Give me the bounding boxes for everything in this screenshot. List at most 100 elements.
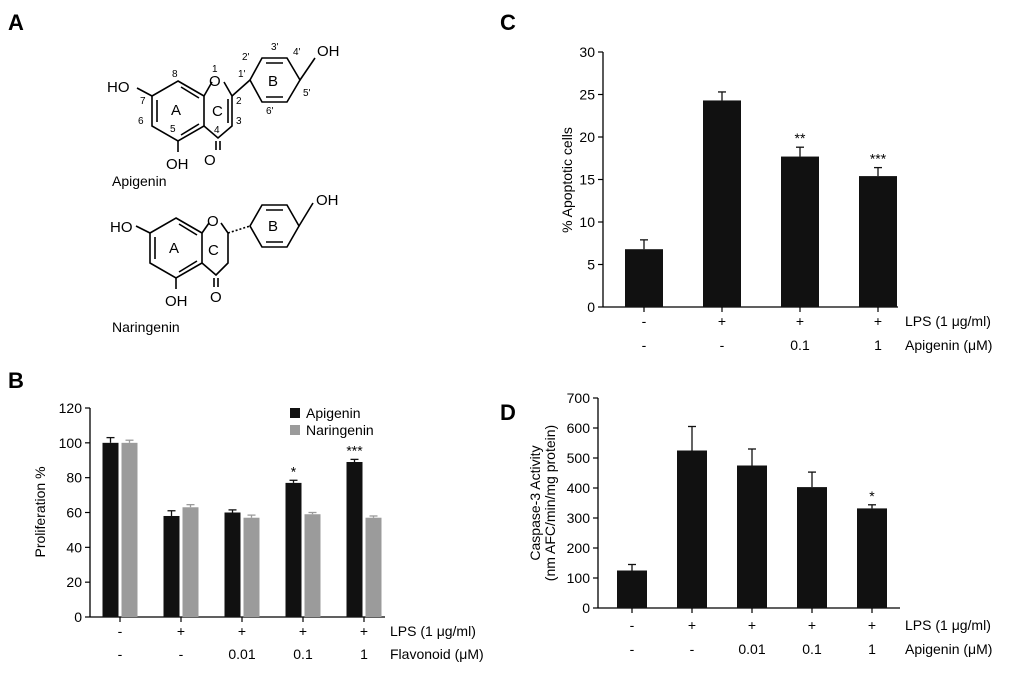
panel-b-condition-value: + <box>238 623 246 639</box>
panel-b-legend-label: Naringenin <box>306 422 374 438</box>
panel-letter-a: A <box>8 10 24 35</box>
panel-b-bar <box>365 517 382 617</box>
panel-d-y-tick-label: 400 <box>567 480 591 496</box>
panel-b-y-tick-label: 0 <box>74 609 82 625</box>
apigenin-ring-a: A <box>171 102 181 119</box>
apigenin-oh-top: OH <box>317 43 340 60</box>
panel-d-y-tick-label: 500 <box>567 450 591 466</box>
panel-b-bar <box>121 442 138 617</box>
panel-c-bar <box>625 249 663 307</box>
panel-c-condition-value: + <box>718 313 726 329</box>
naringenin-ring-o: O <box>207 213 219 230</box>
panel-c-condition-value: - <box>642 313 647 329</box>
panel-d-condition-value: 1 <box>868 641 876 657</box>
panel-c-y-tick-label: 30 <box>579 44 595 60</box>
panel-d-y-tick-label: 600 <box>567 420 591 436</box>
panel-d-bar <box>857 508 887 608</box>
panel-d-condition-value: - <box>630 641 635 657</box>
panel-letter-c: C <box>500 10 516 35</box>
atom-number: 3 <box>236 116 242 127</box>
panel-b-bar <box>346 461 363 617</box>
panel-b-legend-swatch <box>290 425 300 435</box>
panel-d-bar <box>737 465 767 608</box>
panel-d-bar <box>617 570 647 608</box>
naringenin-ring-b: B <box>268 218 278 235</box>
atom-number: 2' <box>242 52 250 63</box>
panel-c-condition-value: 1 <box>874 337 882 353</box>
panel-b-bar <box>102 442 119 617</box>
naringenin-ho: HO <box>110 219 133 236</box>
panel-b-condition-label: LPS (1 μg/ml) <box>390 623 476 639</box>
panel-d-bar <box>677 450 707 608</box>
panel-d-condition-value: + <box>868 617 876 633</box>
naringenin-structure <box>135 202 314 289</box>
panel-b-y-tick-label: 100 <box>59 435 83 451</box>
naringenin-name: Naringenin <box>112 319 180 335</box>
panel-c-bar <box>859 176 897 307</box>
panel-d-y-tick-label: 100 <box>567 570 591 586</box>
apigenin-name: Apigenin <box>112 173 167 189</box>
panel-c-y-tick-label: 0 <box>587 299 595 315</box>
panel-b-condition-value: - <box>118 646 123 662</box>
atom-number: 4 <box>214 125 220 136</box>
panel-b-y-tick-label: 60 <box>66 505 82 521</box>
panel-b-bar <box>224 512 241 617</box>
atom-number: 8 <box>172 69 178 80</box>
panel-d-y-tick-label: 200 <box>567 540 591 556</box>
panel-c-condition-value: + <box>874 313 882 329</box>
panel-c-significance: *** <box>870 151 887 167</box>
atom-number: 3' <box>271 42 279 53</box>
panel-b-condition-value: 0.01 <box>228 646 255 662</box>
panel-c-condition-value: - <box>720 337 725 353</box>
panel-d-condition-value: + <box>808 617 816 633</box>
naringenin-oh-bottom: OH <box>165 293 188 310</box>
panel-b-y-axis-label: Proliferation % <box>32 466 48 557</box>
panel-d-condition-value: + <box>688 617 696 633</box>
panel-b-condition-label: Flavonoid (μM) <box>390 646 484 662</box>
panel-c-condition-label: LPS (1 μg/ml) <box>905 313 991 329</box>
panel-d-condition-value: - <box>630 617 635 633</box>
atom-number: 5 <box>170 124 176 135</box>
atom-number: 6 <box>138 116 144 127</box>
panel-b-bar <box>243 517 260 617</box>
panel-b-condition-value: - <box>179 646 184 662</box>
apigenin-numbering: 1 2 3 4 5 6 7 8 1' 2' 3' 4' 5' 6' <box>138 42 311 136</box>
atom-number: 1' <box>238 69 246 80</box>
panel-c-bar <box>703 100 741 307</box>
panel-b-condition-value: 0.1 <box>293 646 313 662</box>
panel-b-condition-value: + <box>360 623 368 639</box>
naringenin-ring-a: A <box>169 240 179 257</box>
panel-c-condition-value: 0.1 <box>790 337 810 353</box>
naringenin-labels: HO O OH OH O A C B <box>110 192 339 310</box>
panel-b-significance: * <box>291 463 297 479</box>
naringenin-oh-top: OH <box>316 192 339 209</box>
panel-b-y-tick-label: 40 <box>66 539 82 555</box>
panel-c-y-tick-label: 10 <box>579 214 595 230</box>
panel-d-y-tick-label: 300 <box>567 510 591 526</box>
panel-b-bar <box>285 482 302 617</box>
panel-b-condition-value: - <box>118 623 123 639</box>
panel-c-condition-label: Apigenin (μM) <box>905 337 992 353</box>
panel-c-condition-value: - <box>642 337 647 353</box>
panel-c-y-axis-label: % Apoptotic cells <box>559 127 575 233</box>
panel-letter-b: B <box>8 368 24 393</box>
panel-d-y-axis-label-units: (nm AFC/min/mg protein) <box>542 425 558 581</box>
panel-d-bar <box>797 487 827 608</box>
atom-number: 2 <box>236 96 242 107</box>
apigenin-carbonyl-o: O <box>204 152 216 169</box>
panel-b-legend-label: Apigenin <box>306 405 361 421</box>
atom-number: 5' <box>303 88 311 99</box>
panel-b-y-tick-label: 80 <box>66 470 82 486</box>
panel-b-y-tick-label: 120 <box>59 400 83 416</box>
panel-b-condition-value: 1 <box>360 646 368 662</box>
panel-b-condition-value: + <box>299 623 307 639</box>
panel-b-bar <box>182 507 199 617</box>
atom-number: 7 <box>140 96 146 107</box>
panel-d-condition-value: + <box>748 617 756 633</box>
apigenin-ring-c: C <box>212 103 223 120</box>
panel-d-significance: * <box>869 488 875 504</box>
panel-c-y-tick-label: 20 <box>579 129 595 145</box>
naringenin-carbonyl-o: O <box>210 289 222 306</box>
